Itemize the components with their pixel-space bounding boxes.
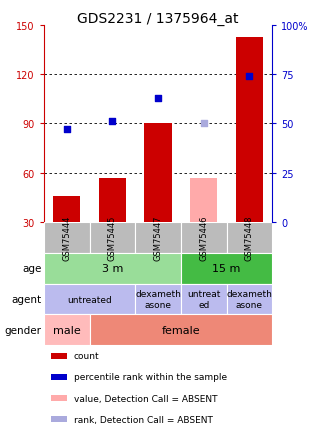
Text: dexameth
asone: dexameth asone bbox=[135, 289, 181, 309]
Bar bbox=[227, 284, 272, 315]
Bar bbox=[44, 253, 181, 284]
Bar bbox=[44, 222, 90, 253]
Bar bbox=[181, 222, 227, 253]
Text: untreated: untreated bbox=[67, 295, 112, 304]
Bar bbox=[135, 284, 181, 315]
Text: GSM75444: GSM75444 bbox=[62, 215, 71, 260]
Bar bbox=[51, 374, 67, 380]
Text: gender: gender bbox=[4, 325, 42, 335]
Text: untreat
ed: untreat ed bbox=[187, 289, 220, 309]
Text: female: female bbox=[162, 325, 200, 335]
Bar bbox=[51, 395, 67, 401]
Point bbox=[201, 121, 206, 128]
Text: GSM75446: GSM75446 bbox=[199, 215, 208, 260]
Bar bbox=[181, 253, 272, 284]
Point bbox=[247, 74, 252, 81]
Text: GSM75445: GSM75445 bbox=[108, 215, 117, 260]
Text: value, Detection Call = ABSENT: value, Detection Call = ABSENT bbox=[74, 394, 217, 403]
Bar bbox=[190, 178, 218, 222]
Bar bbox=[53, 196, 80, 222]
Bar bbox=[144, 124, 172, 222]
Text: count: count bbox=[74, 352, 99, 361]
Bar bbox=[99, 178, 126, 222]
Bar bbox=[51, 416, 67, 422]
Text: agent: agent bbox=[11, 294, 42, 304]
Bar bbox=[44, 284, 135, 315]
Text: percentile rank within the sample: percentile rank within the sample bbox=[74, 373, 227, 381]
Bar bbox=[135, 222, 181, 253]
Text: rank, Detection Call = ABSENT: rank, Detection Call = ABSENT bbox=[74, 414, 213, 424]
Title: GDS2231 / 1375964_at: GDS2231 / 1375964_at bbox=[77, 12, 239, 26]
Bar bbox=[51, 353, 67, 359]
Text: 15 m: 15 m bbox=[213, 263, 241, 273]
Text: dexameth
asone: dexameth asone bbox=[227, 289, 272, 309]
Bar bbox=[181, 284, 227, 315]
Text: 3 m: 3 m bbox=[102, 263, 123, 273]
Text: GSM75447: GSM75447 bbox=[154, 215, 162, 260]
Bar bbox=[227, 222, 272, 253]
Text: GSM75448: GSM75448 bbox=[245, 215, 254, 260]
Text: age: age bbox=[22, 263, 42, 273]
Bar bbox=[90, 222, 135, 253]
Bar bbox=[236, 37, 263, 222]
Point bbox=[64, 127, 69, 134]
Point bbox=[110, 119, 115, 126]
Point bbox=[156, 95, 161, 102]
Bar bbox=[44, 315, 90, 345]
Bar bbox=[90, 315, 272, 345]
Text: male: male bbox=[53, 325, 80, 335]
